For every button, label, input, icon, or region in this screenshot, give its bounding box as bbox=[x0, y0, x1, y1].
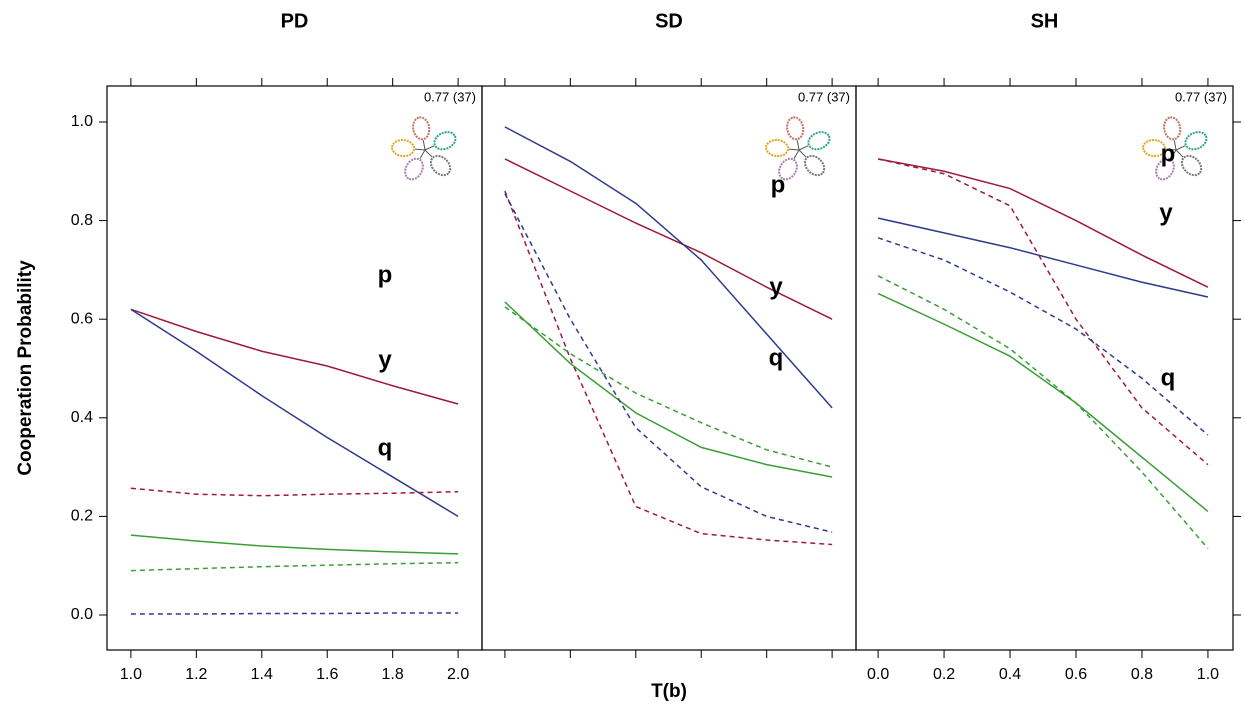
icon-ring bbox=[778, 157, 798, 181]
x-tick-label: 1.6 bbox=[316, 666, 338, 683]
icon-ring bbox=[433, 131, 457, 151]
y-tick-label: 0.6 bbox=[71, 310, 93, 327]
icon-ring bbox=[412, 116, 431, 141]
dashed-line bbox=[877, 275, 1209, 549]
icon-branch bbox=[422, 140, 426, 151]
y-tick-label: 1.0 bbox=[71, 113, 93, 130]
x-tick-label: 0.8 bbox=[1131, 666, 1153, 683]
series-label: q bbox=[1161, 364, 1176, 391]
x-tick-label: 1.8 bbox=[382, 666, 404, 683]
series-label: p bbox=[1161, 140, 1176, 167]
line bbox=[130, 308, 459, 405]
icon-ring bbox=[1155, 157, 1175, 181]
series-label: y bbox=[769, 273, 783, 300]
icon-branch bbox=[424, 145, 435, 151]
icon-ring bbox=[429, 154, 452, 177]
x-tick-label: 0.2 bbox=[933, 666, 955, 683]
x-axis-label: T(b) bbox=[651, 681, 687, 702]
series-label: q bbox=[769, 344, 784, 371]
series-label: p bbox=[378, 261, 393, 288]
panel-frame bbox=[855, 85, 1234, 651]
y-tick-label: 0.4 bbox=[71, 409, 93, 426]
annotation: 0.77 (37) bbox=[1175, 89, 1227, 104]
x-tick-label: 1.0 bbox=[1197, 666, 1219, 683]
dashed-line bbox=[504, 306, 833, 468]
icon-branch bbox=[1175, 149, 1184, 158]
x-tick-label: 0.6 bbox=[1065, 666, 1087, 683]
icon-branch bbox=[793, 149, 800, 159]
icon-branch bbox=[1170, 149, 1177, 159]
line bbox=[877, 158, 1209, 288]
dashed-line bbox=[504, 193, 833, 533]
x-tick-label: 0.0 bbox=[867, 666, 889, 683]
panel-title: SD bbox=[655, 10, 683, 32]
y-tick-label: 0.8 bbox=[71, 212, 93, 229]
x-tick-label: 1.4 bbox=[251, 666, 273, 683]
panel-title: SH bbox=[1031, 10, 1059, 32]
dashed-line bbox=[877, 158, 1209, 466]
icon-ring bbox=[807, 131, 831, 151]
icon-ring bbox=[1163, 116, 1182, 141]
icon-ring bbox=[786, 116, 805, 141]
dashed-line bbox=[877, 237, 1209, 436]
y-axis-label: Cooperation Probability bbox=[15, 260, 36, 476]
icon-branch bbox=[788, 148, 800, 151]
icon-branch bbox=[419, 149, 426, 159]
icon-ring bbox=[1142, 139, 1167, 158]
icon-branch bbox=[1173, 140, 1177, 151]
dashed-line bbox=[130, 487, 459, 497]
y-tick-label: 0.0 bbox=[71, 606, 93, 623]
icon-branch bbox=[1165, 148, 1177, 151]
series-label: y bbox=[378, 346, 392, 373]
y-tick-label: 0.2 bbox=[71, 508, 93, 525]
dashed-line bbox=[504, 190, 833, 546]
line bbox=[130, 534, 459, 555]
annotation: 0.77 (37) bbox=[798, 89, 850, 104]
x-tick-label: 0.4 bbox=[999, 666, 1021, 683]
dashed-line bbox=[130, 561, 459, 572]
series-label: p bbox=[771, 171, 786, 198]
icon-branch bbox=[798, 149, 807, 158]
panel-frame bbox=[481, 85, 857, 651]
line bbox=[504, 126, 833, 409]
annotation: 0.77 (37) bbox=[424, 89, 476, 104]
series-label: q bbox=[378, 434, 393, 461]
icon-branch bbox=[796, 140, 800, 151]
icon-branch bbox=[424, 149, 433, 158]
line bbox=[877, 217, 1209, 298]
x-tick-label: 2.0 bbox=[447, 666, 469, 683]
icon-ring bbox=[1184, 131, 1208, 151]
icon-ring bbox=[404, 157, 424, 181]
line bbox=[504, 301, 833, 478]
series-label: y bbox=[1159, 199, 1173, 226]
line bbox=[130, 308, 459, 518]
icon-branch bbox=[1175, 145, 1186, 151]
icon-ring bbox=[765, 139, 790, 158]
line bbox=[504, 158, 833, 320]
x-tick-label: 1.0 bbox=[120, 666, 142, 683]
dashed-line bbox=[130, 612, 459, 615]
icon-ring bbox=[391, 139, 416, 158]
icon-branch bbox=[798, 145, 809, 151]
icon-branch bbox=[414, 148, 426, 151]
x-tick-label: 1.2 bbox=[185, 666, 207, 683]
panel-title: PD bbox=[281, 10, 309, 32]
line bbox=[877, 292, 1209, 513]
